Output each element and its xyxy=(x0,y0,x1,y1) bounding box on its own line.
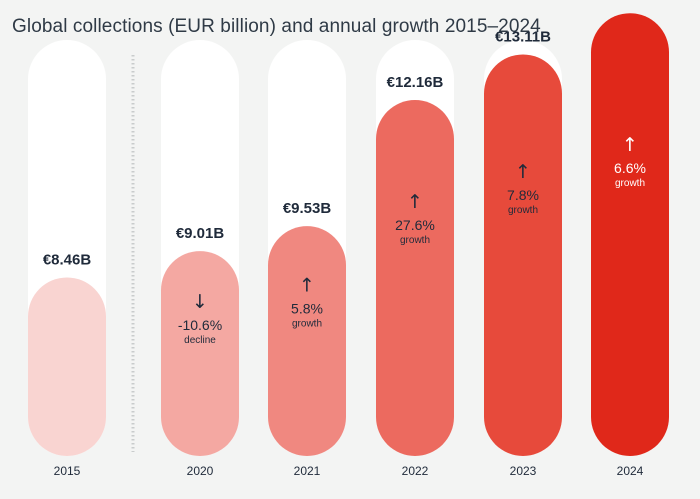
bar-2020 xyxy=(161,251,239,456)
value-label-2022: €12.16B xyxy=(387,74,444,91)
bar-2022 xyxy=(376,100,454,456)
x-tick-label-2024: 2024 xyxy=(617,464,644,478)
growth-arrow-2020: ↓ xyxy=(192,291,208,313)
x-tick-label-2022: 2022 xyxy=(402,464,429,478)
x-tick-label-2021: 2021 xyxy=(294,464,321,478)
growth-label-2023: 7.8% xyxy=(507,187,539,203)
growth-arrow-2021: ↑ xyxy=(299,274,315,296)
value-label-2023: €13.11B xyxy=(495,28,551,45)
value-label-2024: €13.97B xyxy=(602,0,659,4)
growth-arrow-2022: ↑ xyxy=(407,191,423,213)
bar-2023 xyxy=(484,54,562,457)
growth-label-2021: 5.8% xyxy=(291,300,323,316)
growth-word-2020: decline xyxy=(184,335,216,346)
growth-word-2022: growth xyxy=(400,235,430,246)
x-tick-label-2020: 2020 xyxy=(187,464,214,478)
growth-word-2024: growth xyxy=(615,178,645,189)
growth-word-2021: growth xyxy=(292,318,322,329)
value-label-2015: €8.46B xyxy=(43,251,92,268)
x-tick-label-2023: 2023 xyxy=(510,464,537,478)
growth-label-2020: -10.6% xyxy=(178,317,222,333)
chart-title: Global collections (EUR billion) and ann… xyxy=(12,16,541,37)
growth-label-2022: 27.6% xyxy=(395,217,435,233)
value-label-2021: €9.53B xyxy=(283,200,332,217)
growth-word-2023: growth xyxy=(508,205,538,216)
bar-2021 xyxy=(268,226,346,456)
growth-arrow-2023: ↑ xyxy=(515,161,531,183)
growth-label-2024: 6.6% xyxy=(614,160,646,176)
value-label-2020: €9.01B xyxy=(176,225,225,242)
x-tick-label-2015: 2015 xyxy=(54,464,81,478)
bar-2024 xyxy=(591,13,669,457)
bar-2015 xyxy=(28,277,106,456)
growth-arrow-2024: ↑ xyxy=(622,134,638,156)
